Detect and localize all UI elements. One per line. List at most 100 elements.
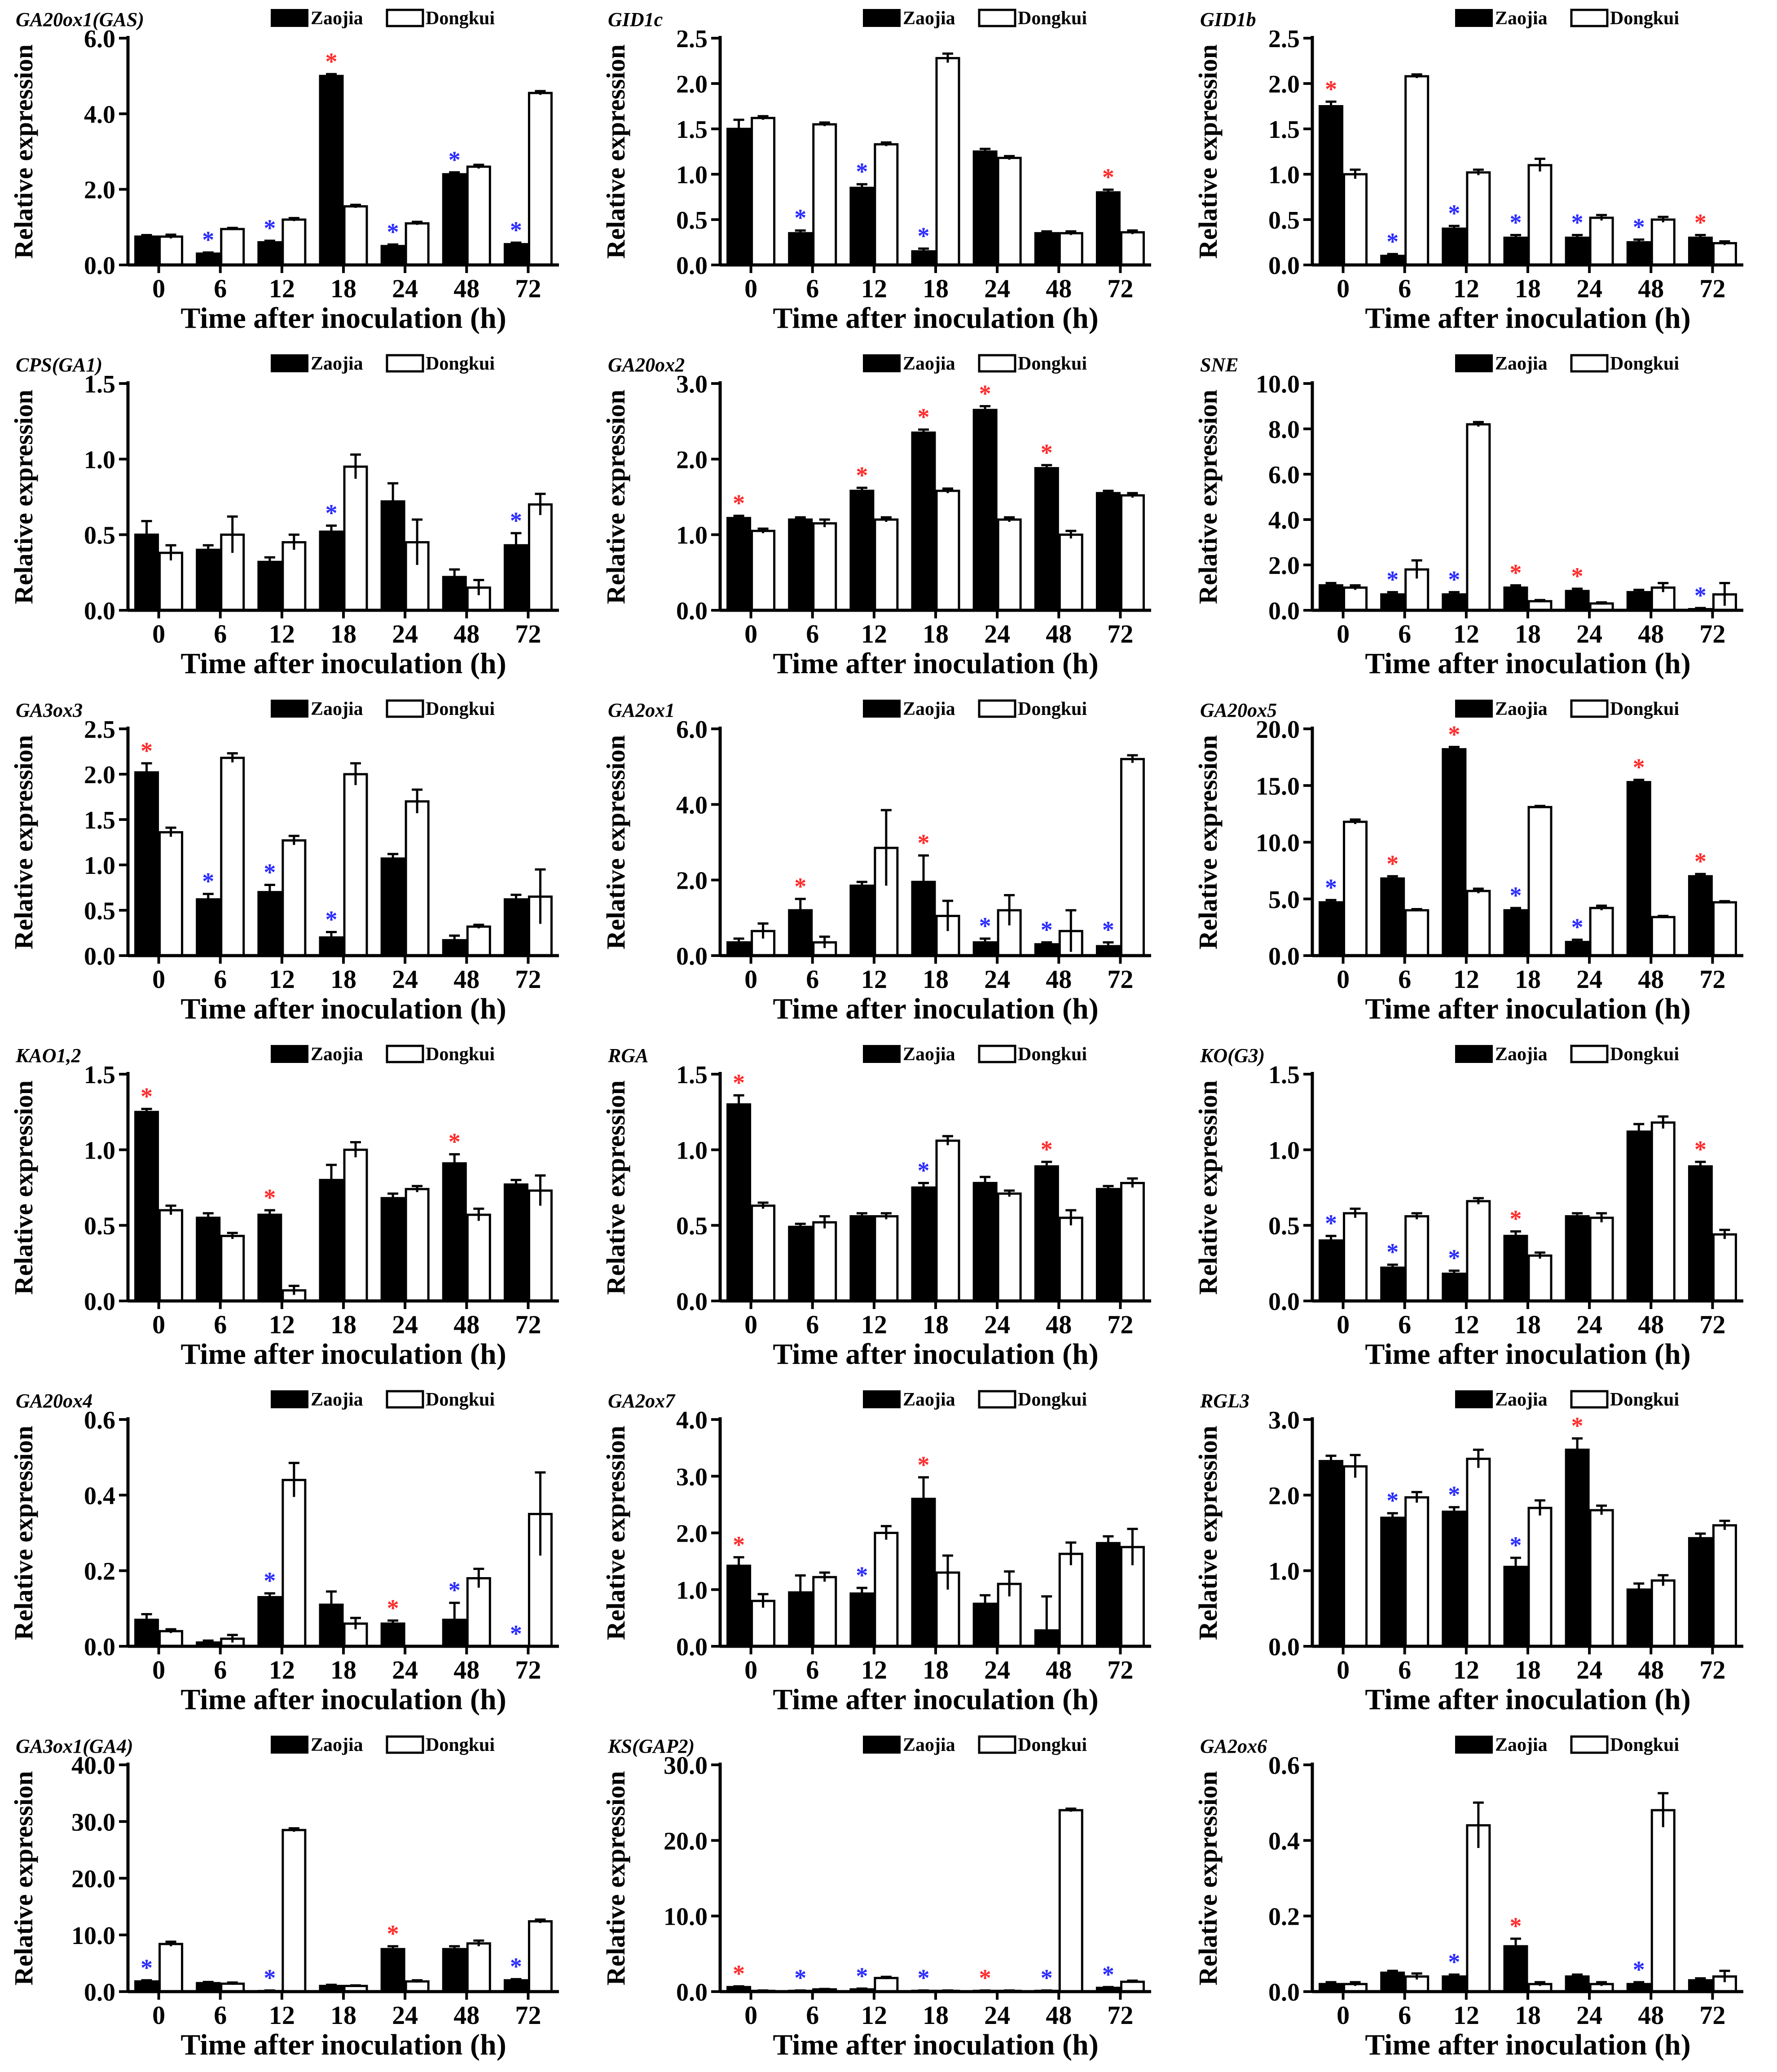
legend-label-dongkui: Dongkui <box>426 1389 495 1410</box>
bar-zaojia-48 <box>1034 467 1059 612</box>
y-tick-label: 0.0 <box>84 1288 115 1316</box>
significance-star: * <box>1102 917 1114 943</box>
bar-dongkui-0 <box>158 551 184 612</box>
bar-zaojia-24 <box>1565 1448 1590 1648</box>
y-tick-label: 0.0 <box>676 597 708 625</box>
x-tick-label: 6 <box>806 619 819 648</box>
chart-panel-13: GA20ox4 Zaojia Dongkui Relative expression 0… <box>9 1389 559 1716</box>
y-tick-label: 0.6 <box>1268 1752 1300 1780</box>
legend-swatch-dongkui <box>978 1735 1016 1754</box>
y-tick-label: 0.0 <box>676 943 708 970</box>
y-tick-label: 0.0 <box>676 1288 708 1316</box>
significance-star: * <box>387 1920 399 1947</box>
x-tick-label: 72 <box>1699 1310 1725 1339</box>
legend-label-dongkui: Dongkui <box>426 1735 495 1755</box>
x-tick-label: 12 <box>269 274 295 303</box>
x-tick-label: 6 <box>214 1655 227 1684</box>
bar-zaojia-0 <box>726 1565 752 1648</box>
legend-swatch-zaojia <box>271 1390 308 1408</box>
bar-zaojia-6 <box>1380 1266 1405 1302</box>
y-tick-label: 0.0 <box>1268 943 1300 970</box>
x-tick-label: 18 <box>330 1310 356 1339</box>
significance-star: * <box>1041 1136 1053 1163</box>
y-tick-label: 3.0 <box>676 370 708 398</box>
x-axis-label: Time after inoculation (h) <box>180 647 506 680</box>
legend-swatch-zaojia <box>1455 354 1493 372</box>
significance-star: * <box>918 1964 930 1991</box>
bar-zaojia-72 <box>1095 1542 1121 1648</box>
x-tick-label: 6 <box>1398 1310 1411 1339</box>
x-tick-label: 12 <box>861 1655 887 1684</box>
chart-title: RGA <box>607 1045 648 1067</box>
x-tick-label: 0 <box>152 274 165 303</box>
legend-label-zaojia: Zaojia <box>1495 1735 1548 1755</box>
bar-zaojia-24 <box>972 150 998 266</box>
y-tick-label: 2.0 <box>676 446 708 474</box>
bar-dongkui-18 <box>1527 806 1553 957</box>
bar-dongkui-48 <box>466 1577 491 1648</box>
legend-label-dongkui: Dongkui <box>1610 699 1679 719</box>
chart-title: GA3ox1(GA4) <box>16 1735 133 1757</box>
significance-star: * <box>1102 163 1114 190</box>
chart-title: KO(G3) <box>1200 1045 1265 1067</box>
legend-label-dongkui: Dongkui <box>1610 1044 1679 1065</box>
y-tick-label: 0.0 <box>84 943 115 970</box>
legend: Zaojia Dongkui <box>1455 1735 1679 1755</box>
significance-star: * <box>510 216 522 243</box>
legend-swatch-dongkui <box>1570 9 1609 27</box>
x-axis-label: Time after inoculation (h) <box>180 302 506 335</box>
chart-title: RGL3 <box>1200 1390 1249 1412</box>
x-tick-label: 48 <box>453 1310 479 1339</box>
significance-star: * <box>264 1964 276 1991</box>
legend-label-dongkui: Dongkui <box>1610 1735 1679 1755</box>
bar-zaojia-12 <box>1442 1510 1467 1648</box>
chart-panel-7: GA3ox3 Zaojia Dongkui Relative expression 0.… <box>9 699 559 1025</box>
y-tick-label: 8.0 <box>1268 416 1300 444</box>
y-tick-label: 0.4 <box>84 1482 115 1510</box>
x-tick-label: 0 <box>744 2001 757 2030</box>
legend: Zaojia Dongkui <box>271 8 495 29</box>
y-axis-label: Relative expression <box>601 44 630 259</box>
bar-zaojia-12 <box>257 560 282 612</box>
legend-label-zaojia: Zaojia <box>311 8 363 29</box>
y-axis-label: Relative expression <box>601 735 630 949</box>
legend-swatch-zaojia <box>271 9 308 27</box>
bar-zaojia-12 <box>257 1596 282 1648</box>
y-tick-label: 6.0 <box>1268 461 1300 489</box>
bar-zaojia-0 <box>1319 105 1344 266</box>
y-tick-label: 2.5 <box>676 25 708 53</box>
x-tick-label: 18 <box>1515 274 1541 303</box>
significance-star: * <box>856 1962 868 1989</box>
x-axis-label: Time after inoculation (h) <box>773 1683 1098 1716</box>
significance-star: * <box>1386 228 1399 255</box>
legend-swatch-dongkui <box>1570 1045 1609 1063</box>
chart-title: GA2ox1 <box>608 699 675 721</box>
bar-zaojia-12 <box>1442 748 1467 957</box>
significance-star: * <box>510 507 522 534</box>
bar-zaojia-6 <box>196 1217 221 1302</box>
legend-swatch-zaojia <box>271 354 308 372</box>
legend-swatch-zaojia <box>271 1045 308 1063</box>
x-axis-label: Time after inoculation (h) <box>773 647 1098 680</box>
bar-zaojia-72 <box>1688 875 1713 957</box>
bar-dongkui-48 <box>1058 533 1083 612</box>
y-tick-label: 2.0 <box>676 71 708 98</box>
x-tick-label: 48 <box>1046 965 1072 994</box>
significance-star: * <box>510 1620 522 1647</box>
legend: Zaojia Dongkui <box>863 1735 1087 1755</box>
significance-star: * <box>979 1964 991 1991</box>
bar-dongkui-24 <box>997 157 1022 266</box>
legend: Zaojia Dongkui <box>271 1389 495 1410</box>
x-tick-label: 24 <box>1576 2001 1602 2030</box>
legend-swatch-dongkui <box>386 1390 424 1409</box>
significance-star: * <box>733 490 745 517</box>
bar-zaojia-12 <box>849 884 875 957</box>
legend-label-dongkui: Dongkui <box>1610 353 1679 374</box>
y-tick-label: 2.5 <box>84 716 115 744</box>
x-tick-label: 72 <box>1107 1655 1133 1684</box>
x-tick-label: 18 <box>330 2001 356 2030</box>
legend: Zaojia Dongkui <box>863 1389 1087 1410</box>
x-tick-label: 18 <box>923 274 949 303</box>
bar-zaojia-18 <box>319 1179 344 1302</box>
